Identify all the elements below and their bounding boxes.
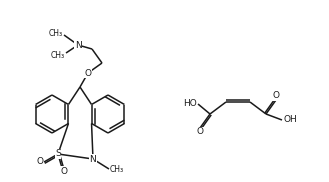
Text: O: O [196, 128, 204, 136]
Text: CH₃: CH₃ [49, 29, 63, 37]
Text: OH: OH [283, 116, 297, 124]
Text: O: O [37, 157, 43, 167]
Text: CH₃: CH₃ [110, 165, 124, 173]
Text: CH₃: CH₃ [51, 50, 65, 60]
Text: S: S [55, 149, 61, 159]
Text: N: N [89, 155, 96, 163]
Text: HO: HO [183, 100, 197, 108]
Text: O: O [61, 167, 67, 175]
Text: O: O [272, 92, 280, 100]
Text: O: O [85, 68, 91, 78]
Text: N: N [75, 41, 81, 50]
